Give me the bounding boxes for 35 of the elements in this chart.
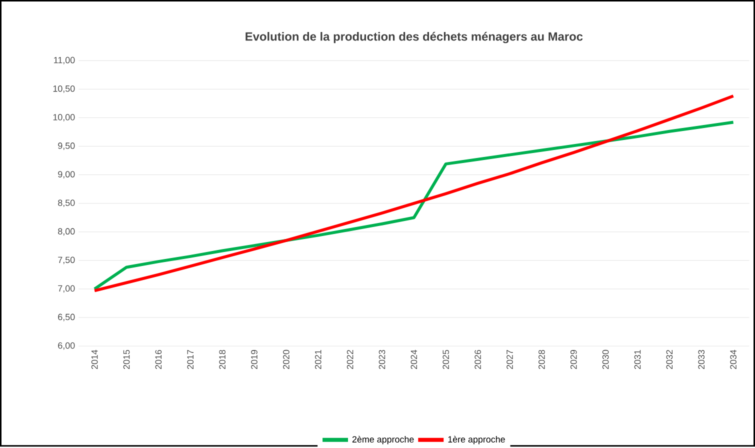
chart-title: Evolution de la production des déchets ménagers au Maroc	[246, 32, 583, 44]
x-tick-label: 2034	[730, 350, 736, 370]
y-tick-label: 8,50	[58, 200, 75, 208]
x-tick-label: 2018	[219, 350, 226, 370]
x-tick-label: 2020	[283, 350, 290, 370]
x-tick-label: 2015	[123, 350, 130, 370]
x-tick-label: 2014	[91, 350, 98, 370]
x-tick-label: 2033	[698, 350, 705, 370]
x-tick-label: 2021	[314, 350, 322, 370]
legend-label: 2ème approche	[352, 436, 414, 444]
y-tick-label: 6,50	[58, 314, 75, 322]
x-tick-label: 2024	[410, 350, 418, 370]
x-tick-label: 2030	[602, 350, 609, 370]
y-tick-label: 8,00	[58, 228, 75, 236]
x-tick-label: 2023	[378, 350, 386, 370]
x-tick-label: 2016	[155, 350, 162, 370]
x-tick-label: 2019	[251, 350, 258, 370]
x-tick-label: 2022	[346, 350, 354, 370]
y-tick-label: 9,50	[58, 142, 75, 150]
x-tick-label: 2028	[538, 350, 545, 370]
x-tick-label: 2027	[506, 350, 513, 370]
y-tick-label: 6,00	[58, 342, 75, 350]
y-tick-label: 11,00	[54, 56, 75, 64]
x-tick-label: 2017	[187, 350, 194, 370]
y-tick-label: 7,50	[58, 256, 75, 264]
y-tick-label: 7,00	[58, 285, 75, 293]
y-tick-label: 10,50	[53, 85, 75, 93]
x-tick-label: 2025	[442, 350, 450, 370]
x-tick-label: 2031	[634, 350, 641, 370]
legend-label: 1ère approche	[448, 436, 505, 444]
x-tick-label: 2029	[570, 350, 577, 370]
y-tick-label: 10,00	[53, 114, 75, 122]
x-tick-label: 2032	[666, 350, 673, 370]
x-tick-label: 2026	[474, 350, 481, 370]
y-tick-label: 9,00	[58, 171, 75, 179]
